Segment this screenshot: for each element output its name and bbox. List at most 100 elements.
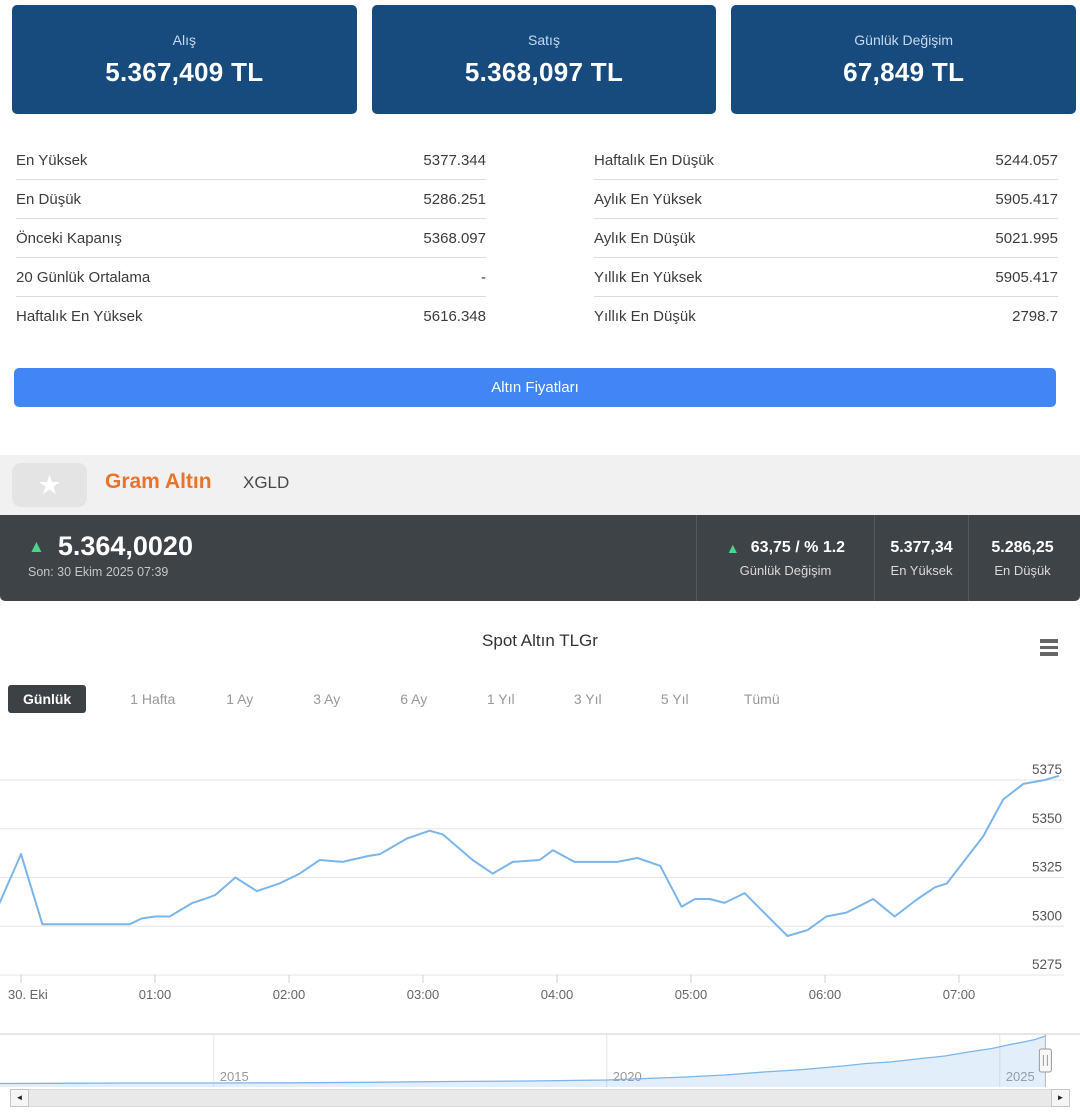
stat-row: 20 Günlük Ortalama - bbox=[16, 258, 486, 297]
stat-value: 5377.344 bbox=[423, 151, 486, 169]
navigator-line bbox=[0, 1035, 1046, 1085]
summary-cards: Alış 5.367,409 TL Satış 5.368,097 TL Gün… bbox=[12, 5, 1077, 114]
range-tab-3-ay[interactable]: 3 Ay bbox=[283, 691, 370, 707]
last-price: 5.364,0020 bbox=[57, 531, 193, 561]
stat-value: 5244.057 bbox=[995, 151, 1058, 169]
scroll-right-button[interactable]: ► bbox=[1051, 1089, 1070, 1107]
navigator-area-fill bbox=[0, 1036, 1046, 1087]
day-low-label: En Düşük bbox=[994, 562, 1051, 578]
summary-card-gunluk-degisim: Günlük Değişim 67,849 TL bbox=[731, 5, 1077, 114]
scrollbar-track[interactable] bbox=[29, 1089, 1051, 1107]
stats-table-right: Haftalık En Düşük 5244.057 Aylık En Yüksek… bbox=[594, 141, 1058, 336]
hamburger-menu-icon bbox=[1040, 652, 1058, 656]
x-axis-label: 01:00 bbox=[139, 987, 172, 1002]
y-axis-label: 5300 bbox=[1032, 908, 1062, 923]
stat-label: En Yüksek bbox=[16, 151, 88, 169]
stat-value: 2798.7 bbox=[1012, 308, 1058, 325]
ticker-main: ▲ 5.364,0020 Son: 30 Ekim 2025 07:39 bbox=[28, 531, 193, 579]
range-tab-1-hafta[interactable]: 1 Hafta bbox=[109, 691, 196, 707]
range-tab-6-ay[interactable]: 6 Ay bbox=[370, 691, 457, 707]
stat-label: Aylık En Düşük bbox=[594, 229, 696, 247]
ticker-day-low: 5.286,25 En Düşük bbox=[968, 515, 1076, 601]
stat-label: 20 Günlük Ortalama bbox=[16, 268, 151, 286]
hamburger-menu-icon bbox=[1040, 645, 1058, 649]
up-triangle-icon: ▲ bbox=[725, 539, 740, 556]
stat-label: Aylık En Yüksek bbox=[594, 190, 702, 208]
stat-value: 5905.417 bbox=[995, 268, 1058, 286]
day-low-value: 5.286,25 bbox=[991, 538, 1054, 556]
stats-table-left: En Yüksek 5377.344 En Düşük 5286.251 Önceki … bbox=[16, 141, 486, 336]
up-triangle-icon: ▲ bbox=[28, 536, 45, 556]
instrument-code: XGLD bbox=[243, 473, 290, 492]
chart-menu-button[interactable] bbox=[1040, 639, 1058, 659]
stat-value: 5021.995 bbox=[995, 229, 1058, 247]
stat-label: Haftalık En Düşük bbox=[594, 151, 715, 169]
stats-tables: En Yüksek 5377.344 En Düşük 5286.251 Önceki … bbox=[16, 141, 1058, 336]
daily-change-value: 63,75 / % 1.2 bbox=[750, 538, 846, 556]
stat-row: Haftalık En Düşük 5244.057 bbox=[594, 141, 1058, 180]
chart-title: Spot Altın TLGr bbox=[482, 631, 598, 650]
y-axis-label: 5350 bbox=[1032, 811, 1062, 826]
card-label: Günlük Değişim bbox=[854, 31, 954, 48]
stat-label: En Düşük bbox=[16, 190, 82, 208]
y-axis-label: 5375 bbox=[1032, 762, 1062, 777]
summary-card-alis: Alış 5.367,409 TL bbox=[12, 5, 357, 114]
stat-value: 5368.097 bbox=[423, 229, 486, 247]
navigator-year-label: 2025 bbox=[1006, 1069, 1035, 1084]
last-update-time: Son: 30 Ekim 2025 07:39 bbox=[28, 565, 169, 579]
card-value: 5.367,409 TL bbox=[105, 56, 264, 87]
card-label: Alış bbox=[172, 31, 196, 48]
stat-label: Yıllık En Yüksek bbox=[594, 268, 703, 286]
range-tab-5-yıl[interactable]: 5 Yıl bbox=[631, 691, 718, 707]
range-tab-günlük[interactable]: Günlük bbox=[8, 684, 87, 713]
stat-row: Önceki Kapanış 5368.097 bbox=[16, 219, 486, 258]
navigator-year-label: 2020 bbox=[613, 1069, 642, 1084]
day-high-value: 5.377,34 bbox=[890, 538, 953, 556]
instrument-name: Gram Altın bbox=[105, 470, 212, 493]
card-value: 67,849 TL bbox=[843, 56, 965, 87]
y-axis-label: 5275 bbox=[1032, 957, 1062, 972]
range-tab-1-yıl[interactable]: 1 Yıl bbox=[457, 691, 544, 707]
stat-label: Önceki Kapanış bbox=[16, 229, 122, 247]
x-axis-label: 30. Eki bbox=[8, 987, 48, 1002]
star-icon: ★ bbox=[37, 469, 62, 500]
stat-row: En Düşük 5286.251 bbox=[16, 180, 486, 219]
card-value: 5.368,097 TL bbox=[464, 56, 624, 87]
y-axis-label: 5325 bbox=[1032, 860, 1062, 875]
x-axis-label: 06:00 bbox=[809, 987, 842, 1002]
price-line-series bbox=[0, 775, 1060, 937]
x-axis-label: 04:00 bbox=[541, 987, 574, 1002]
chart-scrollbar[interactable]: ◄ ► bbox=[10, 1089, 1070, 1107]
stat-row: Aylık En Düşük 5021.995 bbox=[594, 219, 1058, 258]
hamburger-menu-icon bbox=[1040, 639, 1058, 643]
navigator-year-label: 2015 bbox=[220, 1069, 249, 1084]
x-axis-label: 02:00 bbox=[273, 987, 306, 1002]
ticker-bar: ▲ 5.364,0020 Son: 30 Ekim 2025 07:39 ▲ 6… bbox=[0, 515, 1080, 601]
range-tab-3-yıl[interactable]: 3 Yıl bbox=[544, 691, 631, 707]
stat-row: Aylık En Yüksek 5905.417 bbox=[594, 180, 1058, 219]
scrollbar-thumb[interactable] bbox=[29, 1090, 1051, 1106]
range-tab-1-ay[interactable]: 1 Ay bbox=[196, 691, 283, 707]
stat-value: 5616.348 bbox=[423, 308, 486, 325]
stat-row: Yıllık En Düşük 2798.7 bbox=[594, 297, 1058, 336]
x-axis-label: 03:00 bbox=[407, 987, 440, 1002]
stat-value: 5905.417 bbox=[995, 190, 1058, 208]
stat-row: Haftalık En Yüksek 5616.348 bbox=[16, 297, 486, 336]
scroll-left-button[interactable]: ◄ bbox=[10, 1089, 29, 1107]
x-axis-label: 05:00 bbox=[675, 987, 708, 1002]
stat-row: En Yüksek 5377.344 bbox=[16, 141, 486, 180]
ticker-day-high: 5.377,34 En Yüksek bbox=[874, 515, 968, 601]
range-tab-tümü[interactable]: Tümü bbox=[718, 691, 805, 707]
card-label: Satış bbox=[528, 31, 560, 48]
navigator-handle[interactable] bbox=[1038, 1048, 1052, 1073]
ticker-daily-change: ▲ 63,75 / % 1.2 Günlük Değişim bbox=[696, 515, 874, 601]
favorite-star-button[interactable]: ★ bbox=[12, 463, 87, 507]
summary-card-satis: Satış 5.368,097 TL bbox=[371, 5, 717, 114]
instrument-header: ★ Gram Altın XGLD bbox=[0, 455, 1080, 515]
stat-label: Yıllık En Düşük bbox=[594, 308, 696, 325]
range-tabs: Günlük 1 Hafta 1 Ay 3 Ay 6 Ay 1 Yıl 3 Yıl 5 Yıl… bbox=[8, 684, 805, 713]
altin-fiyatlari-button[interactable]: Altın Fiyatları bbox=[14, 368, 1056, 407]
stat-value: 5286.251 bbox=[423, 190, 486, 208]
x-axis-label: 07:00 bbox=[943, 987, 976, 1002]
